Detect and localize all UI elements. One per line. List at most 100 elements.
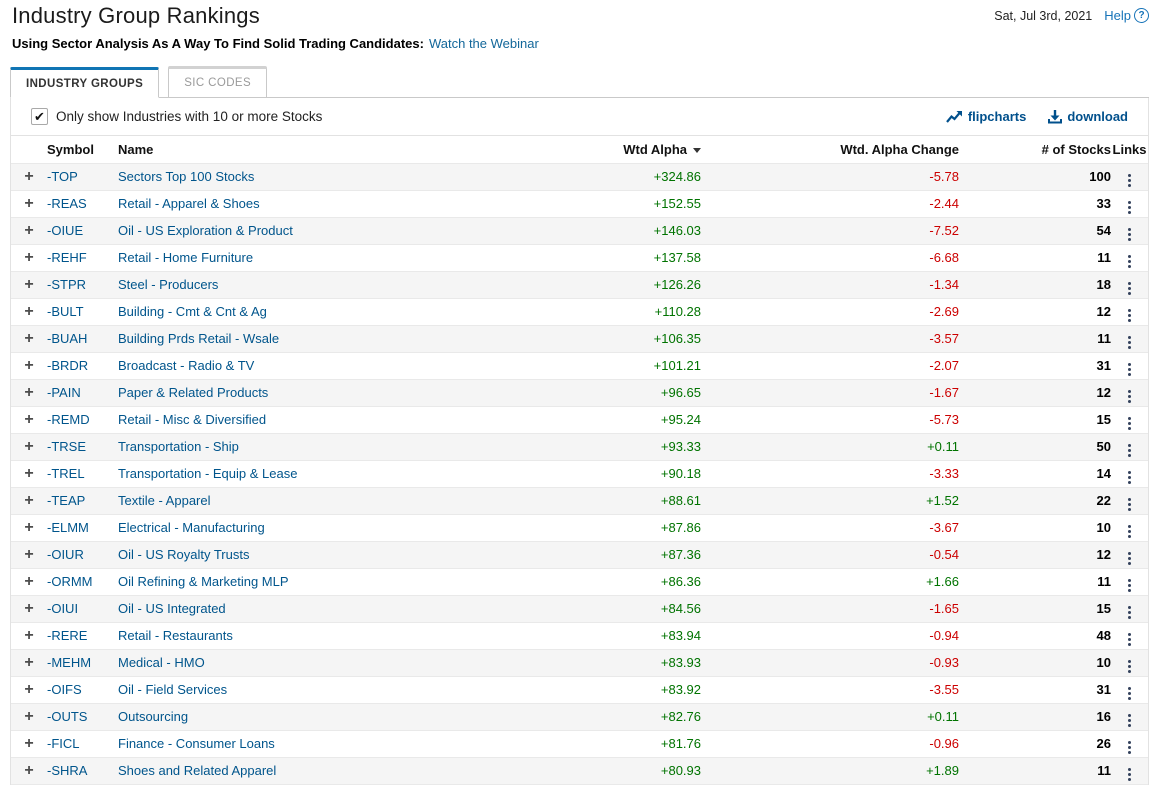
- industry-name-link[interactable]: Finance - Consumer Loans: [118, 736, 275, 751]
- expand-plus-icon[interactable]: +: [24, 329, 34, 347]
- symbol-link[interactable]: -BUAH: [47, 331, 88, 346]
- download-link[interactable]: download: [1048, 109, 1128, 124]
- industry-name-link[interactable]: Building Prds Retail - Wsale: [118, 331, 280, 346]
- symbol-link[interactable]: -TEAP: [47, 493, 86, 508]
- row-links-kebab-icon[interactable]: [1124, 631, 1135, 648]
- symbol-link[interactable]: -FICL: [47, 736, 80, 751]
- expand-plus-icon[interactable]: +: [24, 167, 34, 185]
- industry-name-link[interactable]: Retail - Misc & Diversified: [118, 412, 267, 427]
- symbol-link[interactable]: -ELMM: [47, 520, 89, 535]
- row-links-kebab-icon[interactable]: [1124, 496, 1135, 513]
- row-links-kebab-icon[interactable]: [1124, 307, 1135, 324]
- industry-name-link[interactable]: Paper & Related Products: [118, 385, 269, 400]
- row-links-kebab-icon[interactable]: [1124, 199, 1135, 216]
- symbol-link[interactable]: -OIUI: [47, 601, 79, 616]
- industry-name-link[interactable]: Building - Cmt & Cnt & Ag: [118, 304, 267, 319]
- row-links-kebab-icon[interactable]: [1124, 469, 1135, 486]
- row-links-kebab-icon[interactable]: [1124, 172, 1135, 189]
- expand-plus-icon[interactable]: +: [24, 626, 34, 644]
- col-wtd-alpha-change[interactable]: Wtd. Alpha Change: [701, 136, 959, 164]
- row-links-kebab-icon[interactable]: [1124, 253, 1135, 270]
- symbol-link[interactable]: -TRSE: [47, 439, 86, 454]
- symbol-link[interactable]: -TOP: [47, 169, 78, 184]
- expand-plus-icon[interactable]: +: [24, 707, 34, 725]
- symbol-link[interactable]: -OIUR: [47, 547, 84, 562]
- help-link[interactable]: Help ?: [1104, 8, 1149, 23]
- row-links-kebab-icon[interactable]: [1124, 415, 1135, 432]
- symbol-link[interactable]: -REHF: [47, 250, 87, 265]
- expand-plus-icon[interactable]: +: [24, 356, 34, 374]
- industry-name-link[interactable]: Retail - Apparel & Shoes: [118, 196, 260, 211]
- industry-name-link[interactable]: Retail - Restaurants: [118, 628, 233, 643]
- industry-name-link[interactable]: Shoes and Related Apparel: [118, 763, 277, 778]
- symbol-link[interactable]: -REAS: [47, 196, 87, 211]
- col-name[interactable]: Name: [118, 136, 431, 164]
- industry-name-link[interactable]: Transportation - Ship: [118, 439, 239, 454]
- row-links-kebab-icon[interactable]: [1124, 442, 1135, 459]
- symbol-link[interactable]: -BRDR: [47, 358, 89, 373]
- industry-name-link[interactable]: Transportation - Equip & Lease: [118, 466, 298, 481]
- symbol-link[interactable]: -OUTS: [47, 709, 88, 724]
- industry-name-link[interactable]: Retail - Home Furniture: [118, 250, 254, 265]
- expand-plus-icon[interactable]: +: [24, 653, 34, 671]
- industry-name-link[interactable]: Medical - HMO: [118, 655, 205, 670]
- expand-plus-icon[interactable]: +: [24, 491, 34, 509]
- industry-name-link[interactable]: Oil - US Royalty Trusts: [118, 547, 250, 562]
- industry-name-link[interactable]: Electrical - Manufacturing: [118, 520, 265, 535]
- symbol-link[interactable]: -BULT: [47, 304, 84, 319]
- expand-plus-icon[interactable]: +: [24, 464, 34, 482]
- expand-plus-icon[interactable]: +: [24, 518, 34, 536]
- row-links-kebab-icon[interactable]: [1124, 577, 1135, 594]
- symbol-link[interactable]: -OIUE: [47, 223, 84, 238]
- industry-name-link[interactable]: Steel - Producers: [118, 277, 219, 292]
- expand-plus-icon[interactable]: +: [24, 221, 34, 239]
- tab-sic-codes[interactable]: SIC CODES: [168, 66, 268, 97]
- filter-checkbox[interactable]: ✔: [31, 108, 48, 125]
- expand-plus-icon[interactable]: +: [24, 194, 34, 212]
- industry-name-link[interactable]: Outsourcing: [118, 709, 189, 724]
- row-links-kebab-icon[interactable]: [1124, 280, 1135, 297]
- expand-plus-icon[interactable]: +: [24, 734, 34, 752]
- expand-plus-icon[interactable]: +: [24, 545, 34, 563]
- row-links-kebab-icon[interactable]: [1124, 658, 1135, 675]
- expand-plus-icon[interactable]: +: [24, 437, 34, 455]
- industry-name-link[interactable]: Broadcast - Radio & TV: [118, 358, 255, 373]
- expand-plus-icon[interactable]: +: [24, 248, 34, 266]
- expand-plus-icon[interactable]: +: [24, 302, 34, 320]
- industry-name-link[interactable]: Oil Refining & Marketing MLP: [118, 574, 289, 589]
- row-links-kebab-icon[interactable]: [1124, 334, 1135, 351]
- expand-plus-icon[interactable]: +: [24, 761, 34, 779]
- row-links-kebab-icon[interactable]: [1124, 712, 1135, 729]
- row-links-kebab-icon[interactable]: [1124, 361, 1135, 378]
- col-symbol[interactable]: Symbol: [47, 136, 118, 164]
- symbol-link[interactable]: -MEHM: [47, 655, 92, 670]
- symbol-link[interactable]: -RERE: [47, 628, 88, 643]
- row-links-kebab-icon[interactable]: [1124, 766, 1135, 783]
- row-links-kebab-icon[interactable]: [1124, 523, 1135, 540]
- symbol-link[interactable]: -STPR: [47, 277, 86, 292]
- symbol-link[interactable]: -PAIN: [47, 385, 81, 400]
- row-links-kebab-icon[interactable]: [1124, 550, 1135, 567]
- symbol-link[interactable]: -ORMM: [47, 574, 93, 589]
- symbol-link[interactable]: -REMD: [47, 412, 90, 427]
- industry-name-link[interactable]: Textile - Apparel: [118, 493, 211, 508]
- expand-plus-icon[interactable]: +: [24, 383, 34, 401]
- industry-name-link[interactable]: Oil - Field Services: [118, 682, 228, 697]
- webinar-link[interactable]: Watch the Webinar: [428, 36, 539, 51]
- expand-plus-icon[interactable]: +: [24, 410, 34, 428]
- expand-plus-icon[interactable]: +: [24, 680, 34, 698]
- flipcharts-link[interactable]: flipcharts: [945, 109, 1026, 124]
- symbol-link[interactable]: -SHRA: [47, 763, 88, 778]
- expand-plus-icon[interactable]: +: [24, 572, 34, 590]
- stocks-filter[interactable]: ✔ Only show Industries with 10 or more S…: [31, 108, 322, 125]
- tab-industry-groups[interactable]: INDUSTRY GROUPS: [10, 67, 160, 98]
- row-links-kebab-icon[interactable]: [1124, 739, 1135, 756]
- row-links-kebab-icon[interactable]: [1124, 604, 1135, 621]
- row-links-kebab-icon[interactable]: [1124, 685, 1135, 702]
- col-num-stocks[interactable]: # of Stocks: [959, 136, 1111, 164]
- industry-name-link[interactable]: Oil - US Integrated: [118, 601, 226, 616]
- industry-name-link[interactable]: Sectors Top 100 Stocks: [118, 169, 255, 184]
- expand-plus-icon[interactable]: +: [24, 599, 34, 617]
- row-links-kebab-icon[interactable]: [1124, 388, 1135, 405]
- symbol-link[interactable]: -OIFS: [47, 682, 82, 697]
